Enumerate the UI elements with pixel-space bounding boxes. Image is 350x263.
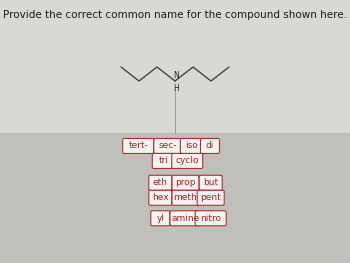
Text: tri: tri [159,156,169,165]
Text: prop: prop [175,178,196,187]
FancyBboxPatch shape [172,175,199,190]
Text: iso: iso [186,141,198,150]
Text: pent: pent [200,193,221,202]
FancyBboxPatch shape [201,138,219,154]
FancyBboxPatch shape [172,190,199,205]
Text: meth: meth [174,193,197,202]
Text: hex: hex [152,193,169,202]
Text: N: N [173,71,179,80]
FancyBboxPatch shape [149,175,172,190]
FancyBboxPatch shape [151,211,170,226]
FancyBboxPatch shape [170,211,201,226]
Text: di: di [206,141,214,150]
FancyBboxPatch shape [197,190,224,205]
FancyBboxPatch shape [154,138,181,154]
Text: amine: amine [172,214,200,223]
FancyBboxPatch shape [123,138,154,154]
FancyBboxPatch shape [195,211,226,226]
Bar [0,133,350,263]
Bar [0,0,350,133]
Text: cyclo: cyclo [175,156,199,165]
Text: but: but [203,178,218,187]
FancyBboxPatch shape [152,153,175,169]
Text: tert-: tert- [128,141,148,150]
FancyBboxPatch shape [172,153,203,169]
Text: sec-: sec- [158,141,176,150]
Text: Provide the correct common name for the compound shown here.: Provide the correct common name for the … [3,10,347,20]
FancyBboxPatch shape [199,175,222,190]
FancyBboxPatch shape [180,138,203,154]
FancyBboxPatch shape [149,190,172,205]
Text: eth: eth [153,178,168,187]
Text: nitro: nitro [200,214,221,223]
Text: H: H [173,84,179,93]
Text: yl: yl [156,214,164,223]
